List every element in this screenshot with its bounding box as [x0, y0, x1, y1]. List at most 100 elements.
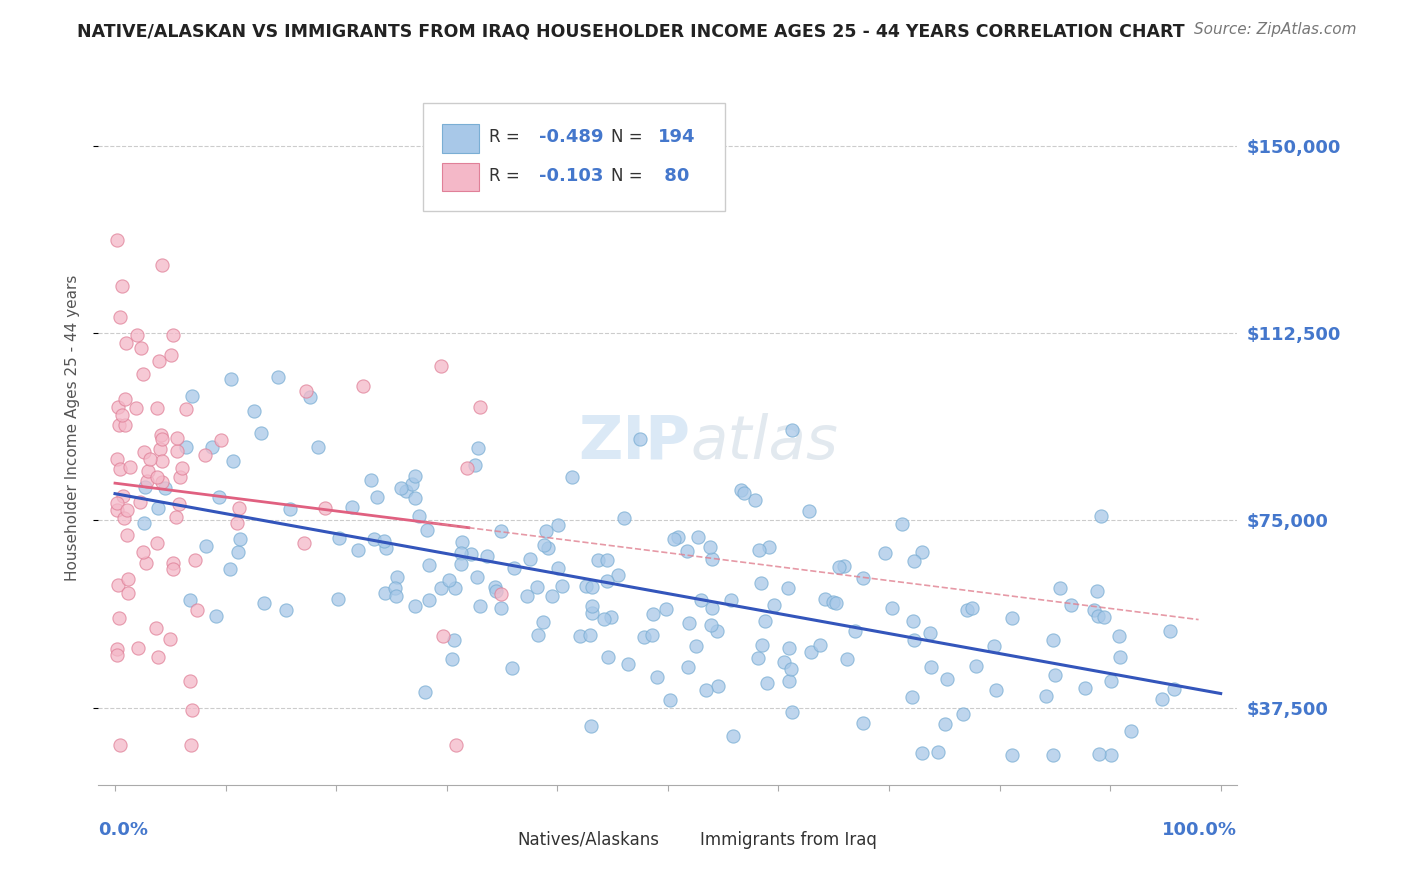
Point — [733, 485, 755, 500]
Point — [146, 470, 169, 484]
FancyBboxPatch shape — [472, 826, 509, 854]
Point — [465, 569, 488, 583]
Point — [418, 558, 440, 573]
Point — [527, 628, 550, 642]
Point — [678, 615, 700, 630]
Point — [416, 524, 439, 538]
Point — [135, 556, 157, 570]
Point — [110, 408, 132, 422]
Point — [935, 672, 957, 686]
Point — [314, 501, 336, 516]
Point — [146, 501, 169, 516]
Point — [308, 440, 330, 454]
Text: 100.0%: 100.0% — [1163, 821, 1237, 838]
Point — [162, 328, 184, 343]
Point — [456, 461, 478, 475]
Point — [366, 490, 388, 504]
Point — [118, 459, 141, 474]
Point — [226, 545, 249, 559]
Text: 194: 194 — [658, 128, 695, 146]
Point — [730, 483, 752, 497]
Point — [983, 640, 1005, 654]
Text: N =: N = — [610, 168, 648, 186]
Point — [1150, 691, 1173, 706]
Point — [748, 542, 770, 557]
Point — [965, 659, 987, 673]
Point — [581, 606, 603, 620]
Point — [756, 675, 779, 690]
Point — [253, 596, 276, 610]
Text: Source: ZipAtlas.com: Source: ZipAtlas.com — [1194, 22, 1357, 37]
Point — [568, 629, 591, 643]
Point — [593, 612, 616, 626]
Point — [404, 599, 426, 614]
Text: R =: R = — [489, 168, 524, 186]
Text: atlas: atlas — [690, 413, 838, 472]
Point — [596, 574, 619, 589]
Point — [1001, 611, 1024, 625]
Point — [299, 390, 322, 404]
Point — [1092, 610, 1115, 624]
Point — [108, 611, 131, 625]
Point — [360, 473, 382, 487]
Point — [581, 599, 603, 613]
Point — [832, 558, 855, 573]
Point — [873, 546, 896, 560]
Point — [186, 603, 208, 617]
Point — [389, 481, 412, 495]
Point — [432, 629, 454, 643]
Point — [695, 682, 717, 697]
Point — [662, 532, 685, 546]
Point — [165, 509, 187, 524]
Point — [373, 534, 395, 549]
Point — [814, 591, 837, 606]
Point — [1088, 747, 1111, 762]
Point — [526, 581, 548, 595]
Point — [219, 561, 242, 575]
Point — [267, 370, 290, 384]
FancyBboxPatch shape — [423, 103, 725, 211]
Point — [395, 483, 418, 498]
Point — [903, 554, 925, 568]
Point — [110, 738, 132, 752]
Point — [437, 573, 460, 587]
Point — [401, 476, 423, 491]
Point — [607, 568, 630, 582]
Point — [778, 674, 800, 689]
Point — [751, 638, 773, 652]
Point — [451, 534, 474, 549]
Point — [174, 440, 197, 454]
Point — [689, 593, 711, 607]
Point — [430, 359, 453, 373]
Point — [1049, 581, 1071, 595]
Point — [132, 367, 155, 381]
Point — [150, 453, 173, 467]
Point — [595, 553, 617, 567]
Point — [489, 600, 512, 615]
Point — [501, 661, 523, 675]
Point — [485, 584, 508, 599]
Point — [363, 533, 385, 547]
Text: Immigrants from Iraq: Immigrants from Iraq — [700, 831, 876, 849]
Point — [105, 234, 128, 248]
Point — [540, 589, 562, 603]
Point — [890, 517, 912, 532]
Point — [328, 531, 350, 545]
Point — [166, 431, 188, 445]
Point — [450, 546, 472, 560]
Point — [149, 442, 172, 456]
Point — [581, 580, 603, 594]
Point — [852, 716, 875, 731]
Point — [179, 593, 201, 607]
Point — [1099, 673, 1122, 688]
Point — [195, 539, 218, 553]
Point — [162, 562, 184, 576]
Point — [468, 400, 491, 414]
Point — [136, 474, 159, 488]
Point — [852, 571, 875, 585]
Point — [547, 518, 569, 533]
Point — [808, 638, 831, 652]
Point — [699, 540, 721, 554]
Point — [134, 479, 156, 493]
Point — [613, 511, 636, 525]
